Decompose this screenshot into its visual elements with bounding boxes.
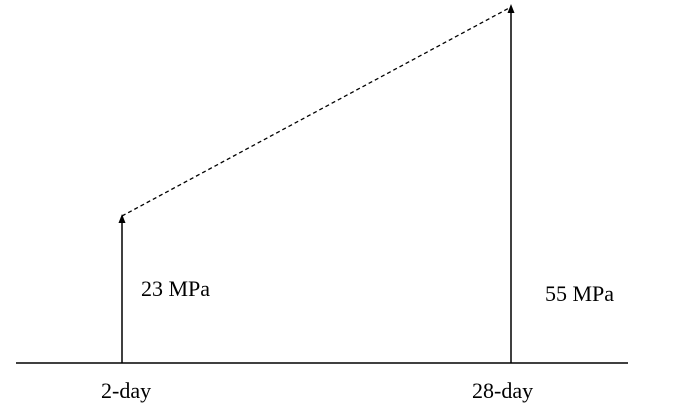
arrow-2-day-head-icon: [118, 214, 126, 223]
category-label-28-day: 28-day: [472, 378, 534, 403]
value-label-28-day: 55 MPa: [545, 281, 615, 306]
value-label-2-day: 23 MPa: [141, 276, 211, 301]
category-label-2-day: 2-day: [101, 378, 152, 403]
dashed-connector: [121, 6, 512, 217]
arrow-28-day-head-icon: [507, 4, 515, 13]
